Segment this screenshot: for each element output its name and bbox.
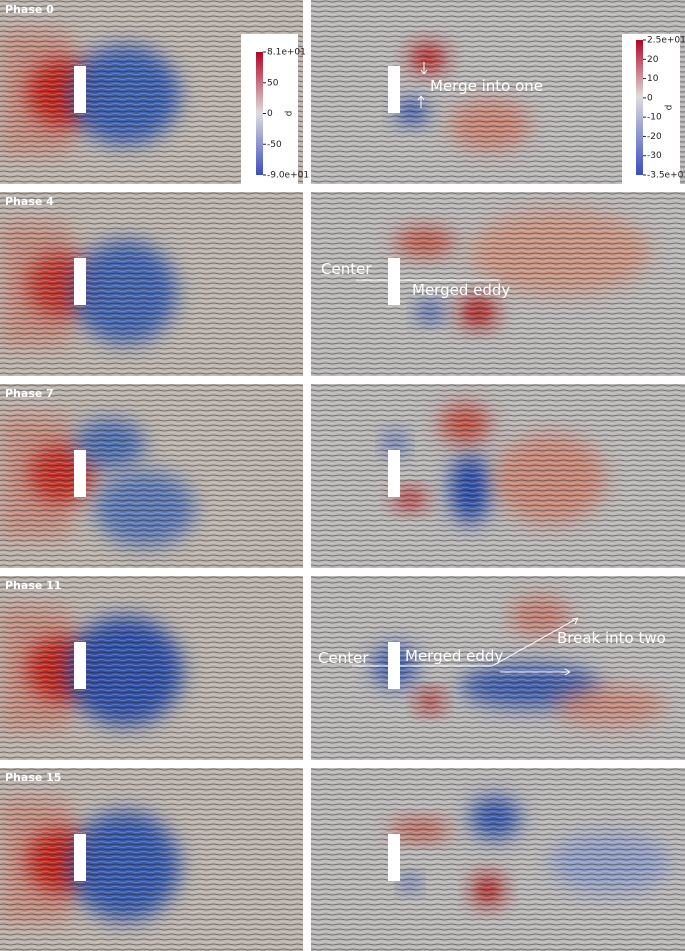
left-field	[0, 192, 303, 376]
streamlines	[0, 384, 303, 568]
annotation: Merged eddy	[412, 281, 510, 299]
colorbar-title: p	[664, 105, 674, 111]
plate	[388, 258, 400, 305]
left-field	[0, 384, 303, 568]
annotation-line	[420, 95, 425, 101]
colorbar-tick-label: -3.5e+01	[647, 171, 685, 181]
annotation-line	[423, 69, 428, 75]
colorbar-tick-label: 0	[647, 93, 653, 103]
plate	[388, 834, 400, 881]
annotation: Break into two	[557, 629, 666, 647]
streamlines	[311, 576, 685, 760]
row: Phase 4	[0, 192, 685, 376]
annotation-line	[564, 671, 571, 676]
colorbar-tick-label: 20	[647, 55, 659, 65]
colorbar-tick-label: 10	[647, 74, 659, 84]
phase-label: Phase 7	[5, 387, 54, 400]
plate	[74, 834, 86, 881]
annotation: Merge into one	[430, 77, 543, 95]
annotation-line	[420, 69, 425, 75]
colorbar-box	[622, 34, 680, 184]
phase-label: Phase 11	[5, 579, 61, 592]
colorbar	[256, 52, 263, 175]
annotation-line	[491, 617, 579, 667]
right-field	[311, 768, 685, 951]
right-field	[311, 192, 685, 376]
colorbar-tick-label: -30	[647, 151, 662, 161]
plate	[74, 450, 86, 497]
streamlines	[0, 768, 303, 951]
plate	[388, 450, 400, 497]
plate	[74, 642, 86, 689]
colorbar-tick-label: -9.0e+01	[267, 171, 309, 181]
annotation: Center	[318, 649, 369, 667]
colorbar-box	[241, 34, 298, 184]
streamlines	[0, 576, 303, 760]
colorbar-tick-label: 0	[267, 109, 273, 119]
colorbar-tick-label: 8.1e+01	[267, 48, 306, 58]
row: Phase 11	[0, 576, 685, 760]
plate	[74, 258, 86, 305]
right-field	[311, 384, 685, 568]
annotation: Merged eddy	[405, 647, 503, 665]
annotation-line	[571, 617, 579, 620]
colorbar-tick-label: -20	[647, 132, 662, 142]
streamlines	[311, 384, 685, 568]
colorbar	[636, 40, 643, 175]
colorbar-tick-label: -50	[267, 140, 282, 150]
row: Phase 0	[0, 0, 685, 184]
row: Phase 15	[0, 768, 685, 951]
phase-label: Phase 0	[5, 3, 54, 16]
plate	[388, 66, 400, 113]
colorbar-title: p	[284, 111, 294, 117]
row: Phase 7	[0, 384, 685, 568]
right-field	[311, 576, 685, 760]
plate	[74, 66, 86, 113]
colorbar-tick-label: 2.5e+01	[647, 36, 685, 46]
overlay: 8.1e+01 50 0 -50 -9.0e+01 p 2.5e+01 20 10 0 -10 -20…	[241, 34, 685, 676]
streamlines	[311, 192, 685, 376]
left-field	[0, 768, 303, 951]
streamlines	[311, 768, 685, 951]
streamlines	[0, 192, 303, 376]
annotation: Center	[321, 260, 372, 278]
annotation-line	[574, 617, 579, 625]
phase-label: Phase 15	[5, 771, 61, 784]
colorbar-tick-label: 50	[267, 78, 279, 88]
colorbar-tick-label: -10	[647, 113, 662, 123]
annotation-line	[417, 95, 422, 101]
phase-label: Phase 4	[5, 195, 54, 208]
left-field	[0, 576, 303, 760]
annotation-line	[564, 668, 571, 673]
